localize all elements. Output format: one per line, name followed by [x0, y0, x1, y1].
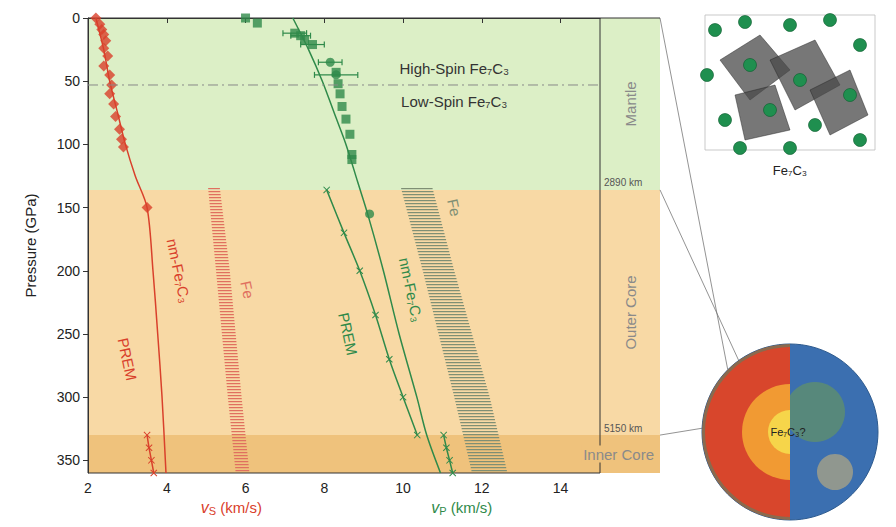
- svg-text:150: 150: [57, 200, 81, 216]
- svg-text:Inner Core: Inner Core: [583, 446, 654, 463]
- svg-text:Fe₇C₃: Fe₇C₃: [773, 163, 807, 178]
- svg-text:350: 350: [57, 452, 81, 468]
- svg-text:10: 10: [395, 480, 411, 496]
- svg-text:v: v: [431, 498, 440, 516]
- svg-text:Fe₇C₃?: Fe₇C₃?: [770, 426, 805, 438]
- svg-text:2890 km: 2890 km: [604, 177, 642, 188]
- svg-text:12: 12: [474, 480, 490, 496]
- svg-text:(km/s): (km/s): [451, 499, 493, 516]
- svg-text:P: P: [439, 505, 446, 517]
- svg-text:4: 4: [163, 480, 171, 496]
- svg-text:2: 2: [84, 480, 92, 496]
- svg-text:6: 6: [242, 480, 250, 496]
- svg-text:100: 100: [57, 136, 81, 152]
- svg-text:nm-Fe₇C₃: nm-Fe₇C₃: [396, 256, 426, 323]
- svg-text:S: S: [209, 505, 216, 517]
- svg-text:0: 0: [72, 10, 80, 26]
- svg-text:Mantle: Mantle: [622, 81, 639, 126]
- svg-text:Pressure (GPa): Pressure (GPa): [22, 193, 39, 297]
- svg-text:(km/s): (km/s): [220, 499, 262, 516]
- svg-text:Low-Spin Fe₇C₃: Low-Spin Fe₇C₃: [401, 93, 507, 110]
- svg-text:v: v: [200, 498, 209, 516]
- svg-text:300: 300: [57, 389, 81, 405]
- svg-text:14: 14: [553, 480, 569, 496]
- svg-text:8: 8: [320, 480, 328, 496]
- svg-text:5150 km: 5150 km: [604, 423, 642, 434]
- svg-text:Fe: Fe: [444, 197, 464, 218]
- svg-text:Fe: Fe: [237, 279, 257, 300]
- svg-text:250: 250: [57, 326, 81, 342]
- svg-text:nm-Fe₇C₃: nm-Fe₇C₃: [163, 237, 193, 304]
- svg-text:High-Spin Fe₇C₃: High-Spin Fe₇C₃: [399, 60, 509, 77]
- svg-text:PREM: PREM: [335, 311, 361, 357]
- svg-text:PREM: PREM: [115, 336, 141, 382]
- svg-text:Outer Core: Outer Core: [622, 275, 639, 349]
- svg-text:200: 200: [57, 263, 81, 279]
- svg-text:50: 50: [64, 73, 80, 89]
